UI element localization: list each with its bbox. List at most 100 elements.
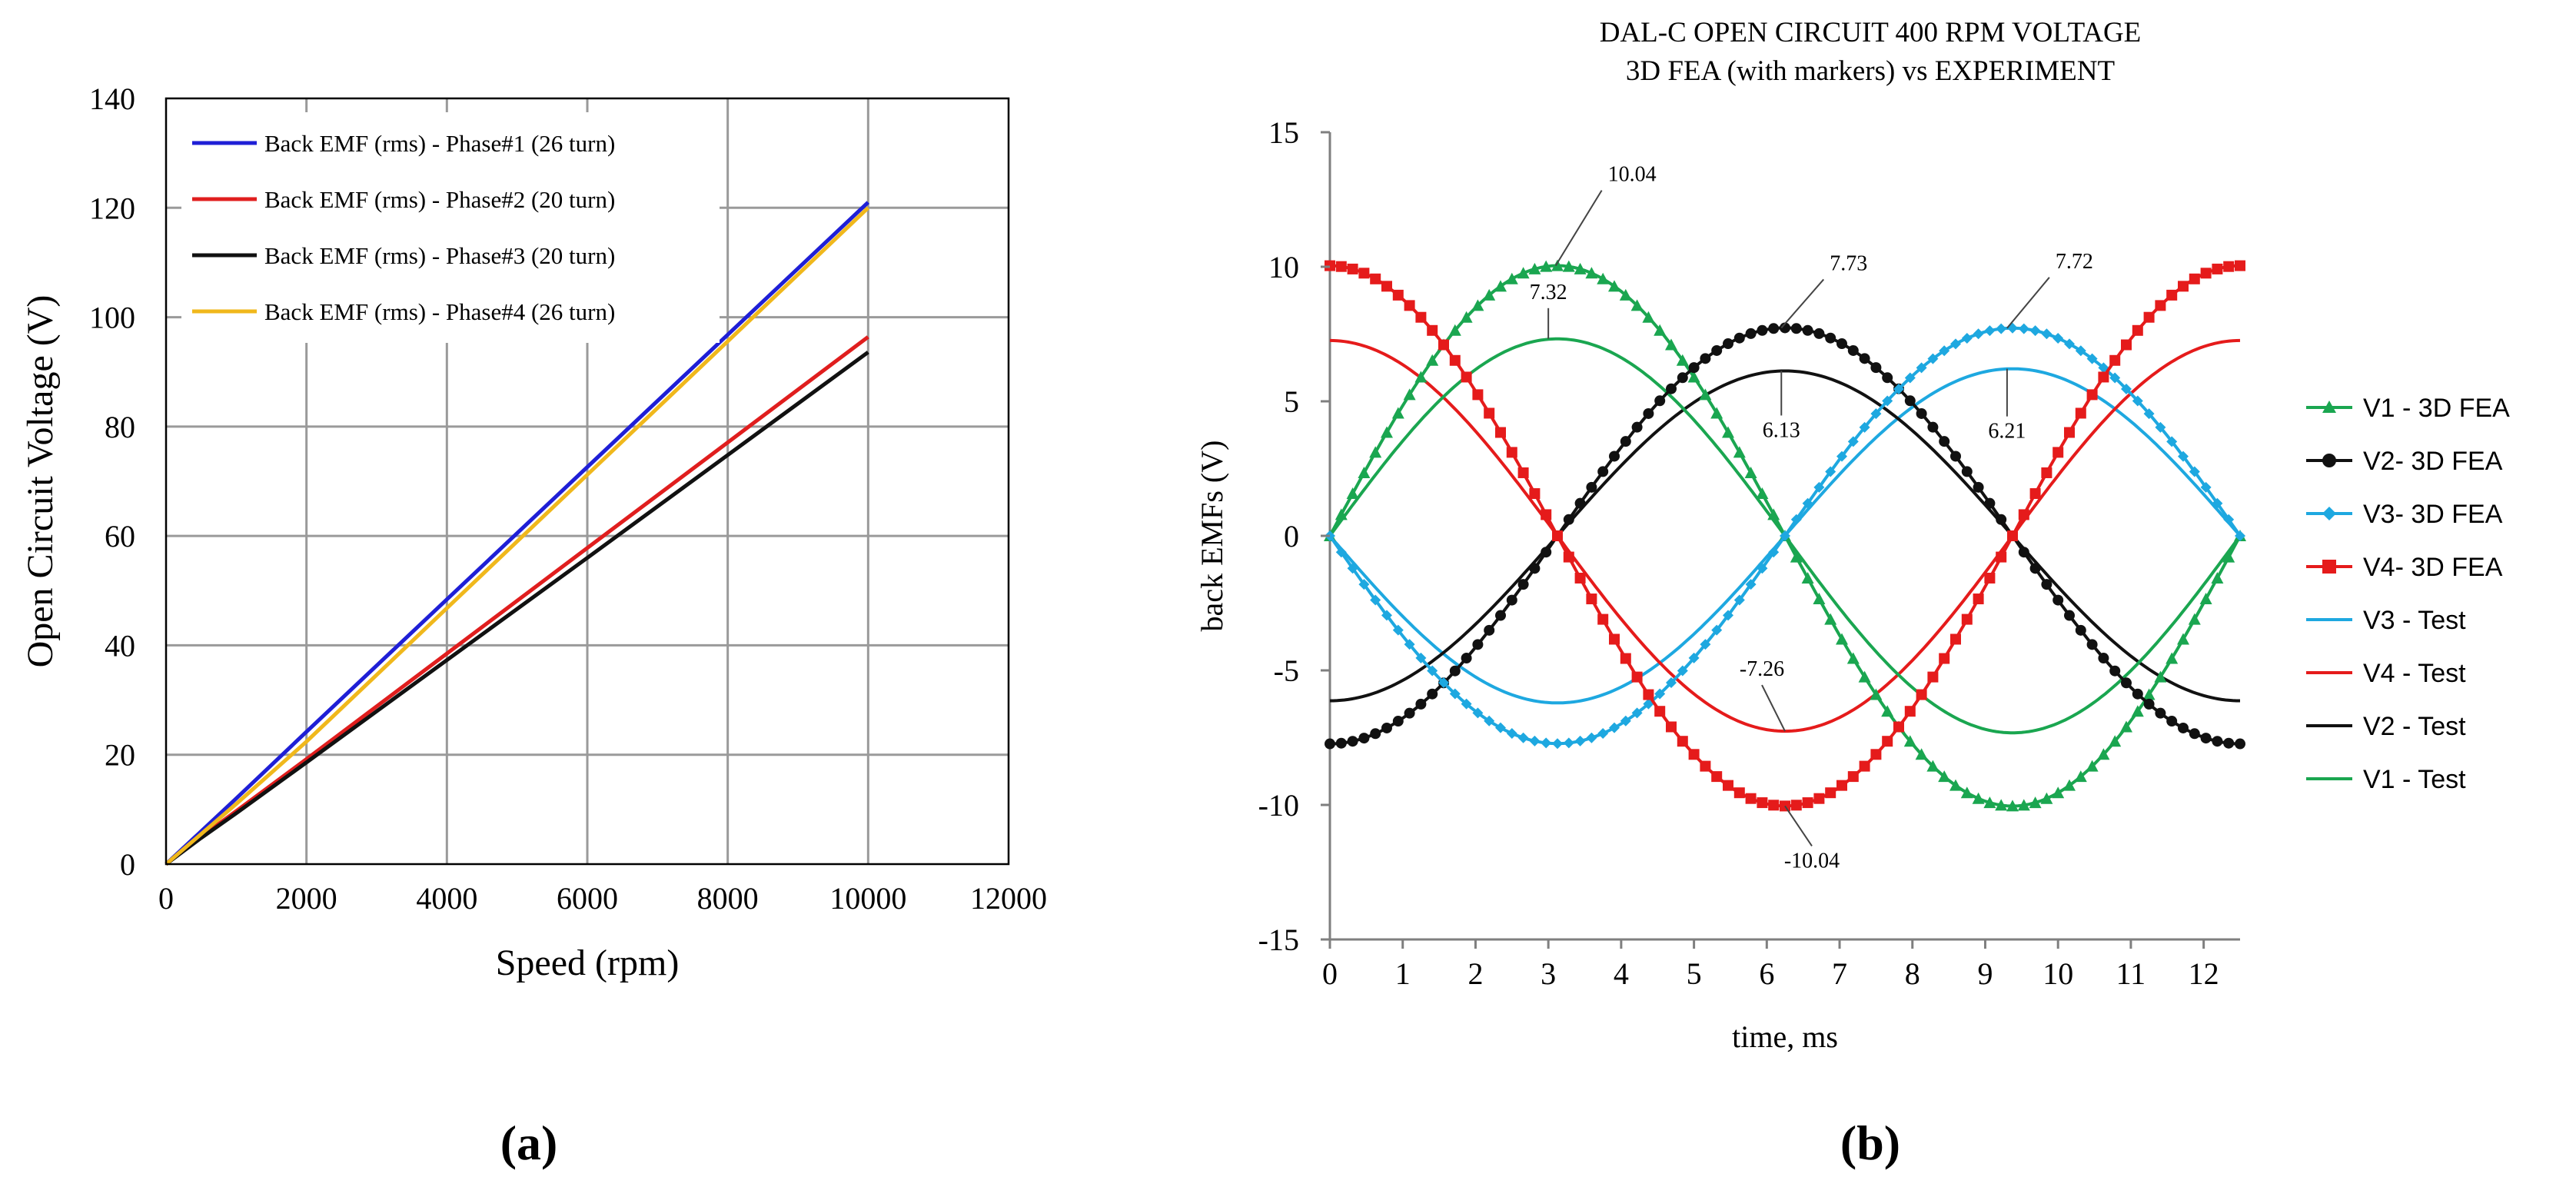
chart-a-x-tick-label: 4000 (416, 881, 477, 916)
chart-b-point (1609, 722, 1620, 733)
chart-b-point (2109, 735, 2122, 747)
chart-b-point (1676, 354, 1689, 366)
chart-b-point (2120, 720, 2132, 733)
chart-b-x-tick-label: 2 (1467, 956, 1483, 991)
chart-b-point (1381, 426, 1393, 438)
chart-b-y-tick-label: 0 (1284, 519, 1299, 554)
chart-b-point (2212, 736, 2223, 747)
chart-b-point (1347, 263, 1358, 274)
chart-a-y-label: Open Circuit Voltage (V) (20, 295, 61, 668)
chart-b-x-tick-label: 4 (1614, 956, 1629, 991)
chart-b-point (1495, 722, 1506, 733)
chart-a-series-back-emf-rms-phase-4-26-turn (165, 206, 870, 866)
chart-b-point (2064, 610, 2075, 621)
chart-b-point (1904, 372, 1916, 384)
chart-b-point (1608, 280, 1620, 292)
chart-b-point (1619, 288, 1632, 301)
chart-b-point (1392, 289, 1404, 301)
chart-b-y-tick-label: -15 (1258, 923, 1299, 957)
chart-a-x-label: Speed (rpm) (496, 943, 680, 983)
chart-b-point (1950, 633, 1961, 645)
chart-b-point (1381, 281, 1392, 292)
chart-b-point (1404, 300, 1415, 311)
chart-b-point (2018, 323, 2029, 334)
chart-b-point (2097, 748, 2110, 760)
chart-b-point (2155, 421, 2166, 433)
chart-a-legend: Back EMF (rms) - Phase#1 (26 turn) Back E… (192, 130, 615, 325)
chart-b-point (1609, 633, 1620, 645)
chart-b-point (2074, 770, 2087, 783)
chart-b-legend-item: V4 - Test (2306, 659, 2466, 688)
chart-b-point (1414, 371, 1428, 383)
chart-b-point (1620, 653, 1631, 664)
chart-b-point (1506, 727, 1517, 739)
chart-b-legend-label: V4 - Test (2363, 659, 2466, 688)
chart-b-y-tick-label: 10 (1268, 250, 1299, 284)
chart-a-legend-label: Back EMF (rms) - Phase#1 (26 turn) (264, 130, 615, 157)
chart-b-point (1813, 793, 1825, 804)
chart-b-point (2223, 514, 2235, 525)
chart-b-point (2178, 281, 2189, 292)
chart-b-point (1563, 551, 1574, 563)
chart-b-point (1391, 407, 1404, 419)
chart-b-x-tick-label: 5 (1687, 956, 1702, 991)
chart-b-point (1813, 481, 1825, 493)
chart-b-point (1631, 707, 1643, 719)
chart-b-point (1597, 466, 1609, 477)
chart-b-point (1506, 594, 1517, 606)
chart-b-annotation-label: -10.04 (1784, 849, 1840, 873)
chart-b-point (2166, 436, 2178, 447)
chart-b-line-v2-test (1330, 369, 2240, 703)
chart-b-point (2211, 571, 2224, 584)
chart-b-point (1472, 639, 1484, 650)
chart-b-point (1961, 466, 1973, 477)
chart-b-point (1836, 451, 1847, 462)
chart-b-point (2109, 665, 2121, 677)
chart-b-point (1824, 613, 1837, 625)
chart-b-point (2189, 728, 2200, 740)
chart-b-point (1700, 760, 1711, 772)
chart-b-point (2143, 408, 2155, 420)
chart-b-point (2155, 300, 2166, 311)
chart-b-point (1927, 421, 1939, 433)
chart-b-point (1790, 514, 1802, 525)
chart-b-point (1404, 707, 1415, 719)
chart-b-legend-label: V2 - Test (2363, 712, 2466, 741)
chart-b-point (1563, 737, 1574, 749)
chart-b-point (1528, 262, 1541, 274)
chart-b-point (1541, 509, 1552, 520)
chart-b-x-tick-label: 9 (1977, 956, 1993, 991)
chart-b-point (2109, 354, 2121, 366)
chart-b-point (1597, 613, 1609, 625)
chart-b-point (1335, 547, 1347, 558)
chart-b-point (2200, 268, 2212, 279)
chart-b-point (1926, 760, 1939, 772)
chart-b-point (1494, 280, 1507, 292)
chart-b-point (1983, 796, 1996, 809)
chart-b-point (2029, 325, 2041, 337)
chart-b-legend-label: V2- 3D FEA (2363, 447, 2503, 476)
chart-b-point (1358, 733, 1370, 744)
chart-b-point (2052, 786, 2065, 799)
chart-a-legend-label: Back EMF (rms) - Phase#2 (20 turn) (264, 186, 615, 213)
chart-b-point (2041, 579, 2052, 590)
chart-b-annotation-leader (1554, 190, 1603, 267)
chart-b-point (2098, 371, 2109, 383)
chart-b-point (1825, 332, 1836, 344)
chart-b-legend-marker (2322, 401, 2336, 413)
chart-b-point (1448, 324, 1461, 336)
chart-b-point (2041, 328, 2052, 340)
chart-b-legend-item: V2- 3D FEA (2306, 447, 2503, 476)
chart-b-point (1916, 407, 1927, 419)
chart-a-series (165, 201, 870, 866)
chart-b-point (2063, 779, 2076, 791)
panel-a-caption: (a) (500, 1116, 558, 1170)
chart-b-point (1335, 737, 1347, 749)
chart-b-point (2199, 593, 2212, 605)
chart-b-point (2188, 613, 2201, 625)
chart-b-annotation-label: 7.73 (1830, 251, 1867, 275)
chart-b-point (1960, 786, 1973, 799)
chart-b-point (1369, 446, 1382, 458)
chart-b-point (1495, 610, 1506, 621)
chart-b-point (1574, 497, 1586, 509)
